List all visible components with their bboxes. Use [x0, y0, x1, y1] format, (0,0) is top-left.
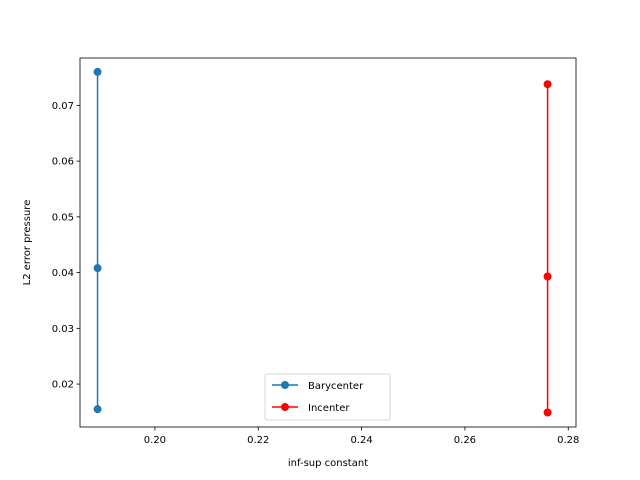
data-point-barycenter	[93, 67, 102, 76]
legend-swatch-marker	[281, 403, 289, 411]
x-axis-title: inf-sup constant	[288, 458, 368, 469]
legend-label: Incenter	[308, 403, 350, 414]
y-tick-label: 0.06	[52, 157, 74, 168]
legend: Barycenter Incenter	[264, 373, 391, 421]
legend-label: Barycenter	[308, 381, 364, 392]
y-axis-title: L2 error pressure	[22, 200, 33, 286]
x-axis: 0.20 0.22 0.24 0.26 0.28	[144, 427, 579, 446]
x-tick-label: 0.28	[557, 435, 579, 446]
x-tick-label: 0.20	[144, 435, 166, 446]
legend-swatch-marker	[281, 381, 289, 389]
y-axis: 0.02 0.03 0.04 0.05 0.06 0.07	[52, 101, 80, 391]
x-tick-label: 0.24	[350, 435, 372, 446]
y-tick-label: 0.04	[52, 268, 74, 279]
data-point-incenter	[543, 272, 552, 281]
data-point-barycenter	[93, 264, 102, 273]
y-tick-label: 0.05	[52, 212, 74, 223]
series-layer	[93, 67, 552, 417]
data-point-incenter	[543, 408, 552, 417]
y-tick-label: 0.03	[52, 324, 74, 335]
data-point-incenter	[543, 80, 552, 89]
y-tick-label: 0.02	[52, 380, 74, 391]
plot-frame	[79, 57, 577, 428]
data-point-barycenter	[93, 405, 102, 414]
x-tick-label: 0.22	[247, 435, 269, 446]
x-tick-label: 0.26	[454, 435, 476, 446]
y-tick-label: 0.07	[52, 101, 74, 112]
